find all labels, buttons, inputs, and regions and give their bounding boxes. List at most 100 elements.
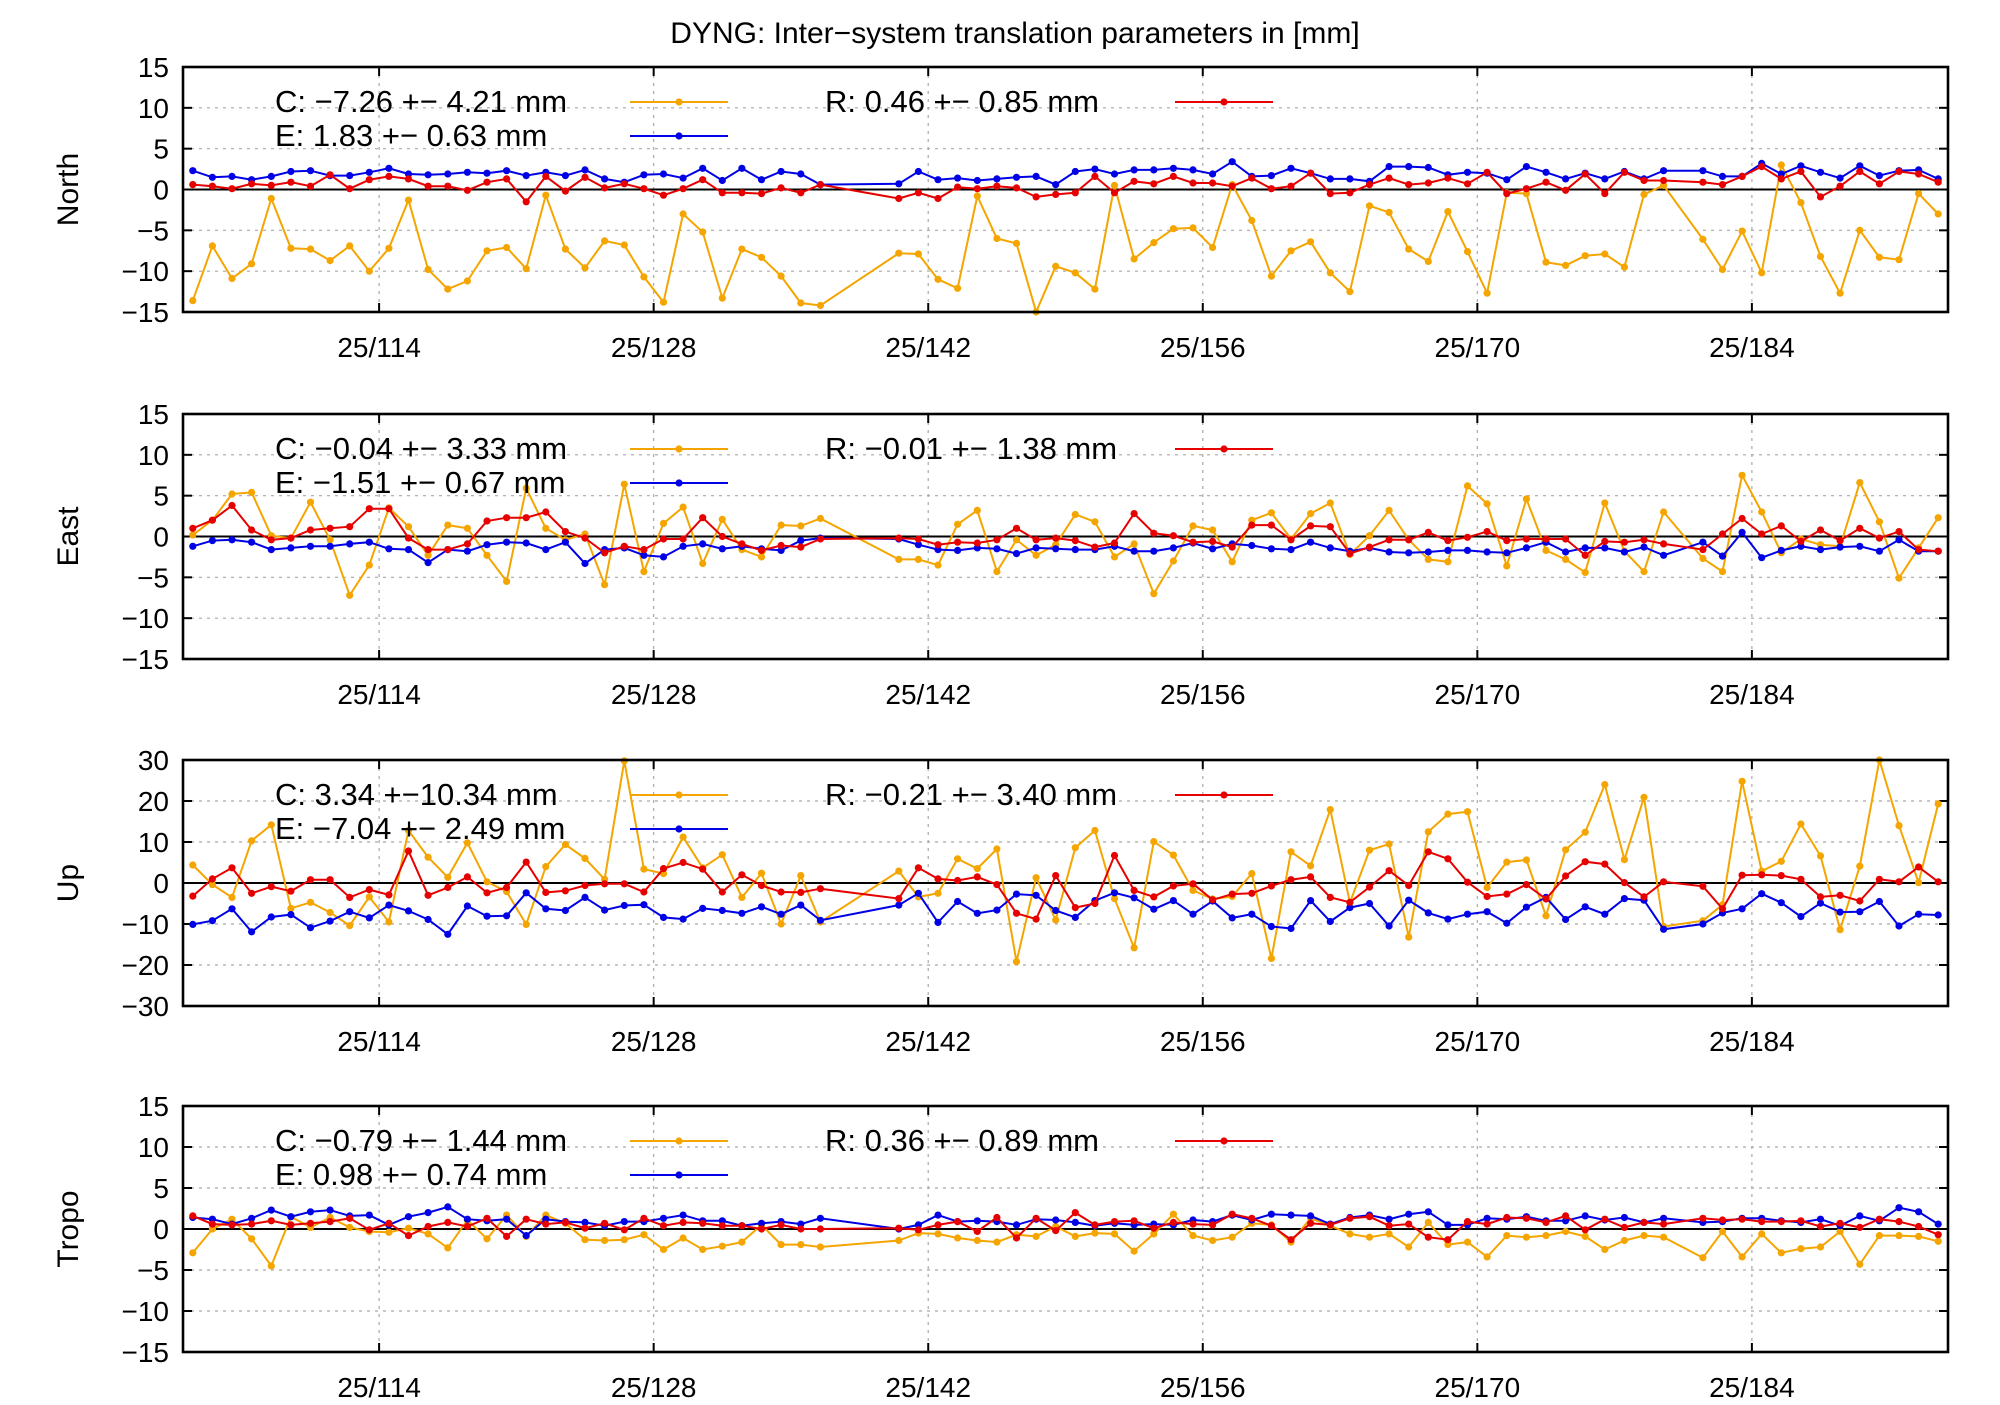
data-point-r — [1620, 879, 1628, 887]
data-point-e — [1110, 170, 1119, 178]
data-point-r — [620, 180, 628, 188]
y-tick-label: −10 — [122, 1296, 170, 1327]
data-point-r — [228, 185, 236, 193]
data-point-r — [306, 526, 315, 534]
data-point-r — [679, 535, 687, 543]
data-point-r — [365, 505, 373, 513]
data-point-r — [1326, 190, 1334, 198]
y-tick-label: −30 — [122, 991, 170, 1022]
legend-label-r: R: −0.01 +− 1.38 mm — [825, 431, 1117, 466]
data-point-e — [1307, 897, 1315, 905]
data-point-e — [1287, 924, 1295, 933]
x-tick-label: 25/156 — [1160, 679, 1246, 710]
data-point-r — [1483, 1220, 1491, 1228]
data-point-c — [1777, 857, 1785, 865]
data-point-c — [1699, 235, 1707, 243]
data-point-e — [1424, 163, 1432, 172]
data-point-e — [581, 893, 589, 902]
data-point-c — [1424, 828, 1432, 836]
data-point-c — [365, 267, 373, 275]
data-point-e — [306, 1208, 315, 1216]
data-point-e — [306, 542, 315, 550]
data-point-c — [1522, 495, 1530, 503]
data-point-r — [1640, 176, 1648, 185]
data-point-r — [797, 189, 805, 197]
data-point-c — [1660, 1233, 1668, 1241]
y-tick-label: −10 — [122, 603, 170, 634]
legend-marker-r — [1220, 98, 1228, 106]
data-point-c — [1130, 1247, 1138, 1255]
data-point-c — [777, 272, 785, 280]
data-point-e — [1463, 168, 1472, 176]
data-point-r — [1346, 550, 1354, 558]
series-line-e — [192, 891, 1939, 936]
data-point-c — [1287, 848, 1295, 856]
data-point-c — [1150, 590, 1158, 598]
data-point-e — [777, 910, 785, 918]
data-point-e — [1326, 175, 1334, 183]
data-point-c — [1601, 250, 1609, 258]
data-point-r — [738, 871, 746, 879]
data-point-c — [718, 515, 726, 524]
data-point-c — [816, 301, 825, 310]
data-point-r — [1699, 546, 1707, 554]
data-point-c — [1405, 1243, 1413, 1251]
y-tick-label: −10 — [122, 909, 170, 940]
data-point-e — [1503, 919, 1511, 927]
data-point-e — [463, 168, 471, 176]
data-point-r — [365, 176, 373, 184]
data-point-e — [1424, 909, 1432, 917]
data-point-c — [1856, 1260, 1864, 1268]
y-axis-label: East — [52, 506, 85, 567]
x-tick-label: 25/128 — [611, 332, 697, 363]
data-point-c — [777, 920, 785, 928]
data-point-r — [659, 191, 668, 199]
y-tick-label: 10 — [138, 1132, 169, 1163]
data-point-e — [1836, 543, 1844, 551]
data-point-r — [777, 541, 785, 550]
data-point-c — [1758, 508, 1766, 516]
data-point-r — [1228, 890, 1236, 898]
data-point-e — [1169, 897, 1177, 905]
data-point-c — [699, 1245, 707, 1254]
data-point-c — [208, 242, 216, 250]
data-point-c — [1503, 858, 1511, 866]
data-point-e — [189, 542, 197, 550]
data-point-e — [1012, 173, 1021, 181]
data-point-e — [757, 1219, 766, 1227]
data-point-r — [797, 888, 805, 897]
data-point-c — [601, 581, 609, 589]
data-point-c — [1071, 269, 1079, 277]
x-tick-label: 25/184 — [1709, 332, 1795, 363]
data-point-c — [895, 555, 903, 564]
data-point-e — [1895, 922, 1903, 930]
data-point-c — [503, 243, 511, 252]
data-point-c — [1875, 1232, 1883, 1240]
series-line-r — [192, 848, 1939, 921]
data-point-e — [1875, 172, 1883, 180]
data-point-c — [1091, 826, 1099, 835]
data-point-e — [424, 1209, 432, 1217]
data-point-c — [1444, 558, 1452, 566]
data-point-c — [757, 553, 766, 561]
x-tick-label: 25/114 — [337, 332, 421, 363]
legend-marker-r — [1220, 791, 1228, 799]
data-point-c — [228, 274, 236, 283]
data-point-r — [1816, 1222, 1825, 1231]
data-point-r — [1738, 1215, 1746, 1223]
data-point-r — [1797, 537, 1805, 546]
data-point-c — [1797, 199, 1805, 207]
data-point-r — [1267, 521, 1275, 529]
data-point-r — [1385, 867, 1393, 875]
data-point-e — [365, 1211, 373, 1219]
data-point-c — [1660, 508, 1668, 516]
data-point-c — [1189, 224, 1197, 232]
data-point-e — [1248, 541, 1256, 550]
data-point-r — [581, 1224, 589, 1232]
data-point-c — [306, 498, 315, 506]
data-point-e — [1110, 889, 1119, 897]
data-point-c — [1601, 781, 1609, 789]
data-point-c — [1463, 808, 1472, 816]
data-point-e — [1738, 528, 1746, 537]
data-point-e — [1150, 166, 1158, 174]
